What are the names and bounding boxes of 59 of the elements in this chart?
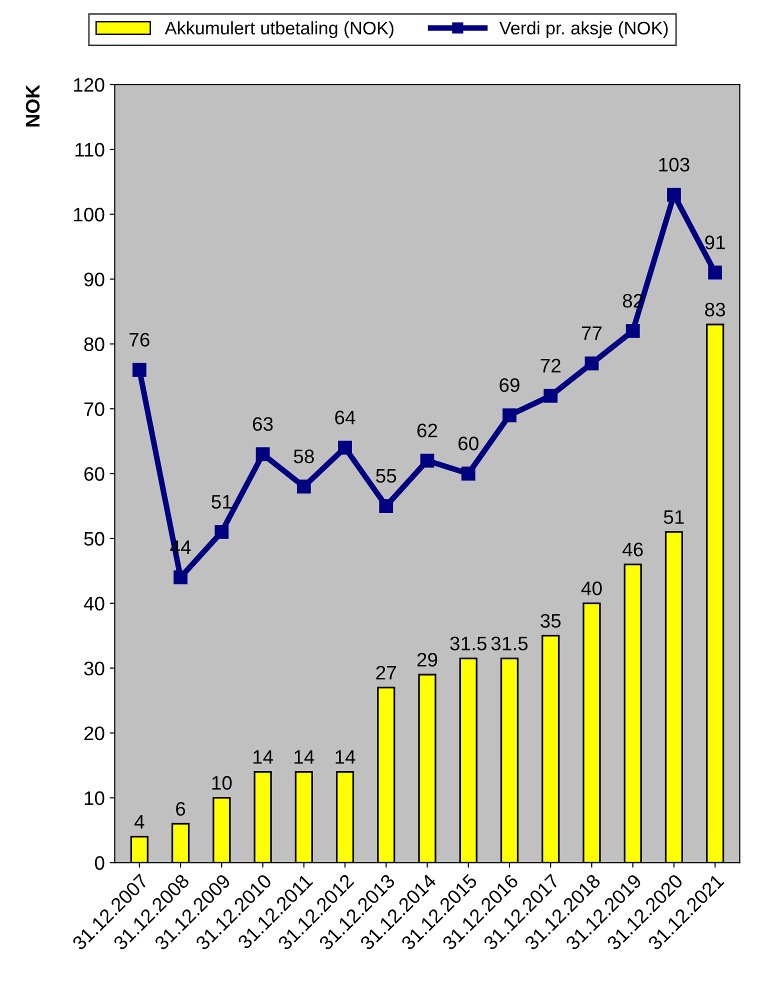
point	[584, 356, 599, 370]
point	[461, 466, 476, 481]
data-label: 6	[176, 802, 186, 816]
data-label: 14	[294, 750, 314, 764]
point	[338, 440, 352, 455]
data-label: 62	[417, 424, 438, 438]
y-tick-label: 60	[84, 467, 104, 481]
data-label: 46	[622, 542, 643, 556]
data-label: 63	[252, 417, 273, 431]
point	[379, 499, 394, 513]
point	[667, 188, 681, 202]
y-tick-label: 70	[84, 402, 104, 416]
data-label: 14	[336, 750, 356, 764]
data-label: 27	[376, 666, 396, 680]
point	[708, 266, 722, 280]
data-label: 58	[294, 450, 314, 464]
data-label: 51	[664, 510, 684, 524]
y-tick-label: 80	[84, 337, 104, 352]
point	[502, 408, 516, 422]
y-tick-label: 30	[84, 662, 104, 676]
data-label: 69	[500, 378, 520, 392]
data-label: 83	[705, 302, 726, 316]
y-tick-label: 0	[94, 856, 104, 870]
data-label: 10	[212, 776, 232, 790]
y-axis-title: NOK	[26, 84, 40, 126]
data-label: 35	[540, 614, 561, 628]
data-label: 31.5	[491, 636, 528, 650]
point	[544, 388, 558, 403]
data-label: 72	[540, 358, 560, 372]
point	[132, 362, 146, 377]
y-tick-label: 90	[84, 272, 104, 286]
y-tick-label: 110	[76, 142, 104, 157]
y-tick-label: 40	[84, 596, 104, 611]
data-label: 103	[659, 158, 690, 172]
data-label: 60	[458, 436, 478, 450]
data-label: 51	[212, 495, 232, 509]
y-tick-label: 100	[74, 208, 104, 222]
data-label: 64	[335, 410, 356, 424]
legend-label: Verdi pr. aksje (NOK)	[499, 21, 668, 38]
data-label: 40	[581, 582, 602, 596]
data-label: 29	[417, 652, 438, 667]
data-label: 77	[582, 326, 602, 340]
point	[214, 525, 229, 539]
data-label: 4	[134, 815, 144, 829]
legend-label: Akkumulert utbetaling (NOK)	[164, 21, 394, 38]
point	[296, 480, 311, 494]
data-label: 91	[705, 236, 725, 250]
y-tick-label: 50	[84, 532, 104, 546]
data-label: 55	[376, 469, 396, 483]
point	[174, 570, 188, 584]
y-tick-label: 120	[74, 78, 104, 92]
data-label: 31.5	[450, 636, 486, 650]
point	[626, 324, 640, 338]
y-tick-label: 20	[84, 726, 104, 740]
y-tick-label: 10	[84, 791, 104, 806]
point	[256, 447, 270, 462]
point	[420, 454, 434, 468]
data-label: 14	[253, 750, 274, 764]
data-label: 76	[130, 332, 150, 347]
